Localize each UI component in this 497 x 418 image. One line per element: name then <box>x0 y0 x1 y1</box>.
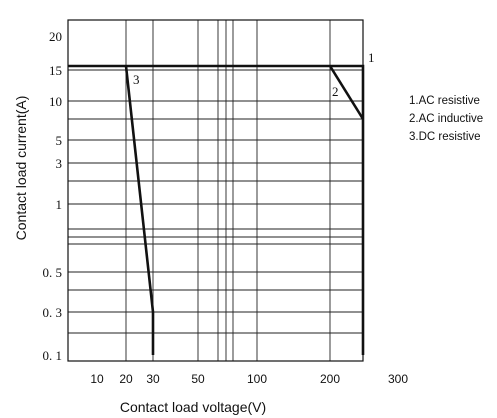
series-line-3 <box>124 65 155 355</box>
legend: 1.AC resistive 2.AC inductive 3.DC resisti… <box>409 95 483 143</box>
y-tick-label: 10 <box>49 94 62 109</box>
series-layer <box>68 64 365 355</box>
y-tick-label: 1 <box>56 197 63 212</box>
legend-entry: 3.DC resistive <box>409 131 481 143</box>
y-tick-label: 5 <box>56 133 63 148</box>
curve-label-1: 1 <box>368 50 375 65</box>
gridlines <box>68 20 364 361</box>
series-line-1 <box>68 64 365 355</box>
y-tick-label: 0. 5 <box>43 265 63 280</box>
x-tick-labels: 10 20 30 50 100 200 300 <box>90 372 408 386</box>
y-tick-label: 3 <box>56 156 63 171</box>
curve-labels: 1 2 3 <box>133 50 375 99</box>
x-axis-title: Contact load voltage(V) <box>120 399 266 415</box>
series-line-2 <box>328 65 365 120</box>
y-tick-label: 15 <box>49 63 62 78</box>
x-tick-label: 50 <box>191 372 205 386</box>
x-tick-label: 30 <box>146 372 160 386</box>
x-tick-label: 10 <box>90 372 104 386</box>
legend-entry: 2.AC inductive <box>409 113 483 125</box>
y-tick-labels: 0. 1 0. 3 0. 5 1 3 5 10 15 20 <box>43 29 63 363</box>
y-tick-label: 0. 1 <box>43 348 63 363</box>
x-tick-label: 100 <box>247 372 267 386</box>
y-tick-label: 20 <box>49 29 62 44</box>
curve-label-2: 2 <box>332 84 339 99</box>
x-tick-label: 200 <box>320 372 340 386</box>
curve-label-3: 3 <box>133 72 140 87</box>
plot-frame <box>67 19 364 362</box>
x-tick-label: 20 <box>119 372 133 386</box>
legend-entry: 1.AC resistive <box>409 95 480 107</box>
x-tick-label: 300 <box>388 372 408 386</box>
y-tick-label: 0. 3 <box>43 305 63 320</box>
y-axis-title: Contact load current(A) <box>13 96 29 241</box>
